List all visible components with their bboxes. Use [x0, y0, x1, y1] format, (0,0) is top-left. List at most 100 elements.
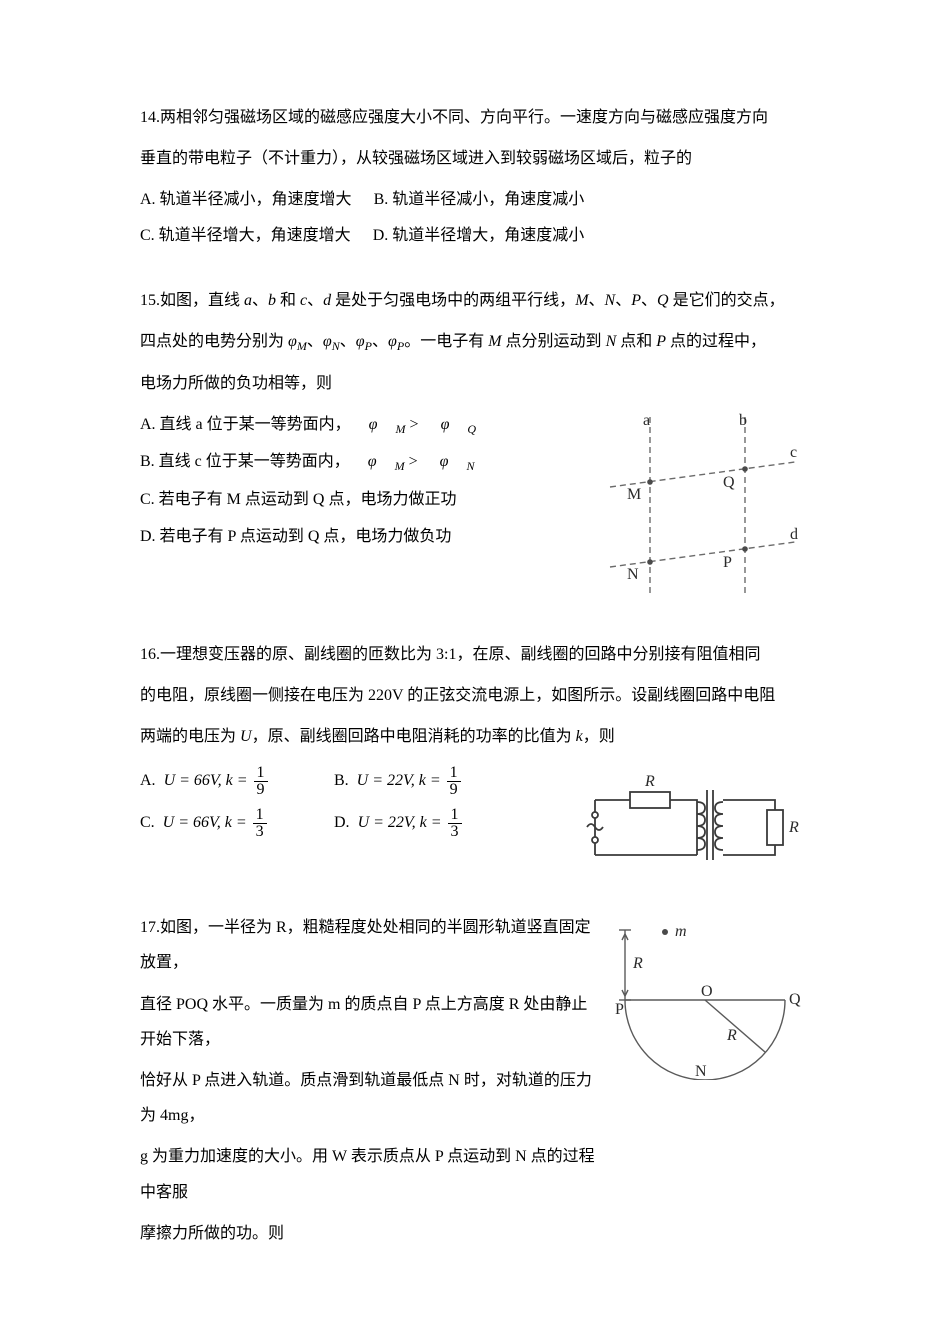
- q15-s1d: 是它们的交点，: [669, 292, 785, 309]
- q15-opt-a: A. 直线 a 位于某一等势面内，φM > φQ: [140, 407, 567, 443]
- q16-fc-n: 1: [253, 807, 267, 824]
- q16-options: A. U = 66V, k = 19 B. U = 22V, k = 19 C.…: [140, 760, 565, 843]
- q15-sub2: N: [332, 339, 340, 353]
- q15-sub3: P: [365, 339, 372, 353]
- q16-frac-b: 19: [447, 765, 461, 798]
- q16-line1: 一理想变压器的原、副线圈的匝数比为 3:1，在原、副线圈的回路中分别接有阻值相同: [160, 646, 760, 663]
- q15-s2b: 。一电子有: [404, 333, 488, 350]
- q15-phi1: φ: [288, 333, 297, 350]
- q16-fd-d: 3: [448, 824, 462, 840]
- q16-opt-d: D. U = 22V, k = 13: [334, 802, 524, 844]
- q14-number: 14.: [140, 109, 160, 126]
- q15-P2: P: [656, 333, 666, 350]
- q16-circuit-svg: R R: [575, 760, 805, 880]
- q16-line2: 的电阻，原线圈一侧接在电压为 220V 的正弦交流电源上，如图所示。设副线圈回路…: [140, 678, 805, 713]
- q16-fd-n: 1: [448, 807, 462, 824]
- q16-line3: 两端的电压为 U，原、副线圈回路中电阻消耗的功率的比值为 k，则: [140, 719, 805, 754]
- q14-opt-b: B. 轨道半径减小，角速度减小: [374, 191, 585, 208]
- q15-diagram-svg: a b c d M Q N P: [595, 407, 805, 607]
- q16-fa-n: 1: [254, 765, 268, 782]
- q16-fa-d: 9: [254, 782, 268, 798]
- q16-frac-c: 13: [253, 807, 267, 840]
- q16-figure: R R: [575, 760, 805, 880]
- q16-a-pre: A.: [140, 772, 156, 789]
- q17-l3: 恰好从 P 点进入轨道。质点滑到轨道最低点 N 时，对轨道的压力为 4mg，: [140, 1063, 595, 1133]
- q15-N: N: [605, 292, 616, 309]
- q17-number: 17.: [140, 919, 160, 936]
- question-16: 16.一理想变压器的原、副线圈的匝数比为 3:1，在原、副线圈的回路中分别接有阻…: [140, 637, 805, 881]
- fig17-R1: R: [632, 955, 643, 972]
- q17-figure: m R P O Q R N: [605, 910, 805, 1080]
- q15-phi3: φ: [356, 333, 365, 350]
- q15-dun1: 、: [252, 292, 268, 309]
- q15-opt-a-pre: A. 直线 a 位于某一等势面内，: [140, 416, 351, 433]
- question-17: 17.如图，一半径为 R，粗糙程度处处相同的半圆形轨道竖直固定放置， 直径 PO…: [140, 910, 805, 1257]
- q15-sub1: M: [297, 339, 307, 353]
- q16-opt-row1: A. U = 66V, k = 19 B. U = 22V, k = 19: [140, 760, 565, 802]
- q16-opt-b: B. U = 22V, k = 19: [334, 760, 524, 802]
- q15-stem-3: 电场力所做的负功相等，则: [140, 366, 805, 401]
- q14-opt-d: D. 轨道半径增大，角速度减小: [373, 227, 585, 244]
- q16-b-val: U = 22V, k =: [357, 772, 441, 789]
- q15-number: 15.: [140, 292, 160, 309]
- q15-opb-gt: >: [409, 453, 418, 470]
- q16-b-pre: B.: [334, 772, 349, 789]
- q15-Q: Q: [657, 292, 669, 309]
- q15-a: a: [244, 292, 252, 309]
- q15-body: A. 直线 a 位于某一等势面内，φM > φQ B. 直线 c 位于某一等势面…: [140, 407, 805, 607]
- q16-number: 16.: [140, 646, 160, 663]
- fig17-R2: R: [726, 1027, 737, 1044]
- q14-stem: 14.两相邻匀强磁场区域的磁感应强度大小不同、方向平行。一速度方向与磁感应强度方…: [140, 100, 805, 135]
- fig15-M: M: [627, 486, 641, 503]
- q16-fc-d: 3: [253, 824, 267, 840]
- q17-body: 17.如图，一半径为 R，粗糙程度处处相同的半圆形轨道竖直固定放置， 直径 PO…: [140, 910, 805, 1257]
- fig15-d: d: [790, 526, 798, 543]
- q15-opa-phi2: φ: [441, 416, 450, 433]
- q15-opb-s2: N: [467, 459, 475, 473]
- q17-text: 17.如图，一半径为 R，粗糙程度处处相同的半圆形轨道竖直固定放置， 直径 PO…: [140, 910, 595, 1257]
- q15-phi2: φ: [323, 333, 332, 350]
- fig15-P: P: [723, 554, 732, 571]
- q15-stem-1: 15.如图，直线 a、b 和 c、d 是处于匀强电场中的两组平行线，M、N、P、…: [140, 283, 805, 318]
- fig15-N: N: [627, 566, 639, 583]
- q15-opt-b-pre: B. 直线 c 位于某一等势面内，: [140, 453, 350, 470]
- q15-opt-d: D. 若电子有 P 点运动到 Q 点，电场力做负功: [140, 519, 567, 554]
- q15-s1a: 如图，直线: [160, 292, 244, 309]
- q16-frac-d: 13: [448, 807, 462, 840]
- q16-fb-d: 9: [447, 782, 461, 798]
- q16-s3c: ，则: [583, 728, 615, 745]
- q17-l2: 直径 POQ 水平。一质量为 m 的质点自 P 点上方高度 R 处由静止开始下落…: [140, 987, 595, 1057]
- q16-d-pre: D.: [334, 814, 350, 831]
- question-15: 15.如图，直线 a、b 和 c、d 是处于匀强电场中的两组平行线，M、N、P、…: [140, 283, 805, 607]
- q16-frac-a: 19: [254, 765, 268, 798]
- q15-options: A. 直线 a 位于某一等势面内，φM > φQ B. 直线 c 位于某一等势面…: [140, 407, 585, 557]
- q14-options-row2: C. 轨道半径增大，角速度增大 D. 轨道半径增大，角速度减小: [140, 218, 805, 253]
- q16-a-val: U = 66V, k =: [164, 772, 248, 789]
- q16-c-val: U = 66V, k =: [163, 814, 247, 831]
- q15-opb-s1: M: [395, 459, 405, 473]
- q16-opt-a: A. U = 66V, k = 19: [140, 760, 330, 802]
- q15-s2c: 点分别运动到: [502, 333, 606, 350]
- fig16-R2: R: [788, 819, 799, 836]
- q17-diagram-svg: m R P O Q R N: [605, 910, 805, 1080]
- q15-opb-phi2: φ: [440, 453, 449, 470]
- fig17-P: P: [615, 1001, 624, 1018]
- q16-c-pre: C.: [140, 814, 155, 831]
- q15-M2: M: [488, 333, 501, 350]
- fig15-a: a: [643, 412, 650, 429]
- q16-fb-n: 1: [447, 765, 461, 782]
- q15-s1b: 和: [276, 292, 300, 309]
- q15-s1c: 是处于匀强电场中的两组平行线，: [331, 292, 575, 309]
- q16-body: A. U = 66V, k = 19 B. U = 22V, k = 19 C.…: [140, 760, 805, 880]
- fig17-O: O: [701, 983, 713, 1000]
- q16-stem-1: 16.一理想变压器的原、副线圈的匝数比为 3:1，在原、副线圈的回路中分别接有阻…: [140, 637, 805, 672]
- q14-line2: 垂直的带电粒子（不计重力），从较强磁场区域进入到较弱磁场区域后，粒子的: [140, 141, 805, 176]
- q15-dun5: 、: [641, 292, 657, 309]
- q16-s3a: 两端的电压为: [140, 728, 240, 745]
- question-14: 14.两相邻匀强磁场区域的磁感应强度大小不同、方向平行。一速度方向与磁感应强度方…: [140, 100, 805, 253]
- q15-opa-s1: M: [396, 422, 406, 436]
- q16-d-val: U = 22V, k =: [358, 814, 442, 831]
- q16-s3b: ，原、副线圈回路中电阻消耗的功率的比值为: [252, 728, 576, 745]
- q15-M: M: [575, 292, 588, 309]
- q15-opb-phi1: φ: [368, 453, 377, 470]
